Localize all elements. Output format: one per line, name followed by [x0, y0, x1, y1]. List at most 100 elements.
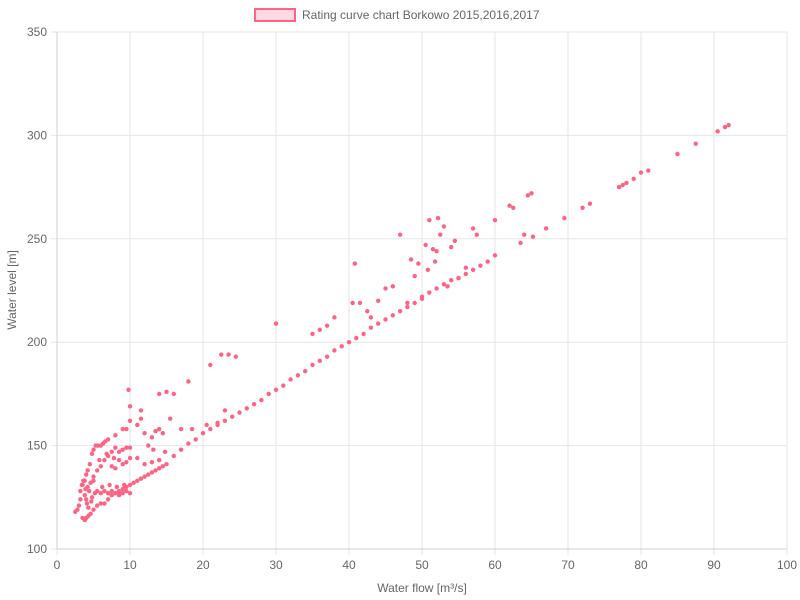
- data-point: [530, 234, 536, 239]
- data-point: [303, 368, 308, 374]
- data-point: [107, 482, 112, 488]
- data-point: [525, 193, 531, 198]
- data-point: [357, 300, 363, 306]
- x-tick-label: 40: [342, 558, 356, 572]
- x-tick-label: 80: [634, 558, 648, 572]
- data-point: [580, 205, 585, 210]
- data-point: [171, 391, 176, 397]
- data-point: [189, 426, 195, 432]
- data-point: [167, 416, 173, 421]
- data-point: [233, 354, 239, 359]
- scatter-points: [73, 122, 731, 523]
- data-point: [78, 497, 83, 502]
- data-point: [81, 478, 86, 483]
- x-tick-label: 10: [123, 558, 137, 572]
- y-tick-label: 200: [27, 335, 47, 349]
- data-point: [405, 300, 410, 306]
- data-point: [105, 437, 111, 442]
- data-point: [157, 391, 162, 397]
- data-point: [543, 226, 549, 231]
- data-point: [470, 267, 476, 273]
- data-point: [157, 466, 162, 471]
- data-point: [113, 490, 118, 496]
- data-point: [620, 182, 625, 188]
- data-point: [98, 490, 104, 496]
- data-point: [142, 474, 147, 479]
- data-point: [124, 488, 129, 494]
- data-point: [98, 501, 104, 506]
- data-point: [646, 168, 651, 173]
- data-point: [452, 238, 458, 244]
- data-point: [84, 501, 90, 506]
- data-point: [376, 298, 381, 304]
- data-point: [492, 253, 498, 258]
- data-point: [390, 284, 395, 289]
- data-point: [631, 176, 636, 182]
- data-point: [121, 482, 127, 488]
- data-point: [226, 352, 231, 357]
- data-point: [135, 422, 140, 428]
- data-point: [317, 327, 322, 332]
- data-point: [273, 387, 279, 392]
- data-point: [149, 459, 155, 465]
- data-point: [339, 344, 344, 349]
- data-point: [149, 470, 155, 475]
- data-point: [383, 286, 388, 291]
- data-point: [397, 308, 403, 314]
- data-point: [449, 277, 454, 283]
- data-point: [102, 501, 107, 506]
- data-point: [624, 180, 629, 186]
- grid-lines: [51, 31, 788, 555]
- data-point: [124, 459, 129, 465]
- data-point: [164, 462, 169, 467]
- tick-labels: 0 10 20 30 40 50 60 70 80 90 100 100 150 200 250 300 350: [27, 25, 797, 572]
- data-point: [124, 426, 129, 432]
- data-point: [109, 493, 114, 498]
- data-point: [160, 464, 166, 469]
- data-point: [434, 249, 439, 254]
- data-point: [332, 348, 337, 353]
- data-point: [157, 457, 162, 463]
- data-point: [445, 284, 450, 289]
- data-point: [94, 468, 100, 473]
- data-point: [116, 488, 122, 494]
- data-point: [153, 428, 158, 434]
- data-point: [135, 455, 140, 461]
- data-point: [219, 352, 224, 357]
- data-point: [109, 449, 114, 455]
- data-point: [408, 257, 414, 262]
- data-point: [127, 482, 133, 488]
- data-point: [116, 493, 122, 498]
- data-point: [638, 170, 644, 175]
- data-point: [435, 215, 441, 221]
- data-point: [383, 317, 388, 322]
- data-point: [281, 383, 286, 388]
- data-point: [368, 315, 374, 320]
- y-axis-title: Water level [m]: [5, 250, 19, 330]
- data-point: [726, 122, 731, 128]
- legend-swatch[interactable]: [254, 8, 296, 22]
- data-point: [89, 495, 95, 500]
- data-point: [376, 321, 381, 326]
- legend-label[interactable]: Rating curve chart Borkowo 2015,2016,201…: [302, 8, 540, 22]
- data-point: [111, 455, 117, 461]
- data-point: [412, 273, 417, 279]
- data-point: [127, 455, 133, 461]
- y-tick-label: 250: [27, 232, 47, 246]
- data-point: [105, 490, 111, 496]
- data-point: [88, 511, 93, 517]
- data-point: [295, 373, 301, 378]
- x-tick-label: 50: [415, 558, 429, 572]
- data-point: [127, 490, 133, 496]
- legend[interactable]: Rating curve chart Borkowo 2015,2016,201…: [254, 8, 540, 22]
- data-point: [237, 410, 242, 415]
- data-point: [116, 449, 122, 455]
- data-point: [113, 466, 118, 471]
- data-point: [113, 445, 118, 450]
- data-point: [138, 416, 144, 421]
- data-point: [587, 201, 593, 206]
- data-point: [193, 437, 198, 442]
- data-point: [126, 387, 131, 392]
- data-point: [332, 315, 337, 320]
